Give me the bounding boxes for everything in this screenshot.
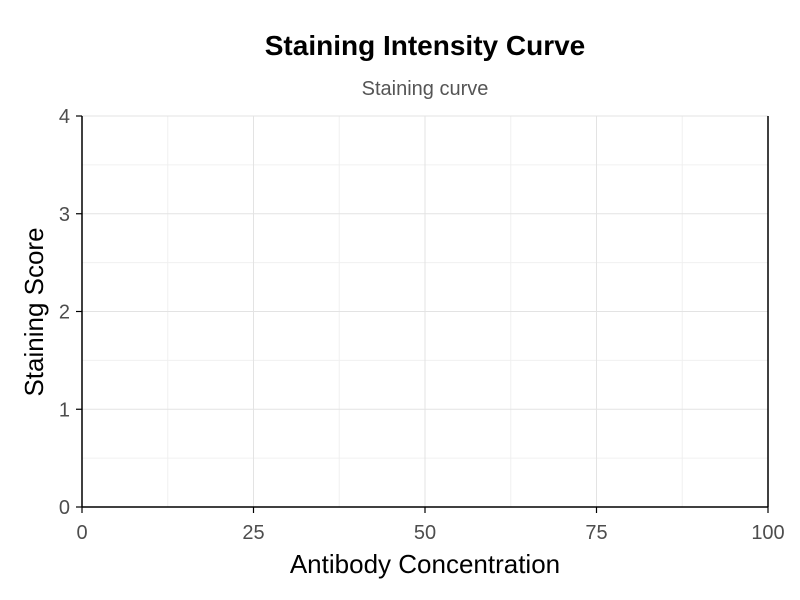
x-axis-title: Antibody Concentration [290,549,560,579]
tick-labels: 0 25 50 75 100 0 1 2 3 4 [59,106,785,544]
chart-title: Staining Intensity Curve [265,30,586,61]
x-tick-label: 100 [751,522,784,544]
x-tick-label: 0 [76,522,87,544]
grid [81,115,769,508]
y-tick-label: 3 [59,204,70,226]
y-axis-title: Staining Score [19,227,49,396]
y-tick-label: 1 [59,399,70,421]
y-tick-label: 0 [59,497,70,519]
y-tick-label: 4 [59,106,70,128]
axes [76,115,769,513]
x-tick-label: 25 [242,522,264,544]
x-tick-label: 50 [414,522,436,544]
y-tick-label: 2 [59,302,70,324]
chart-subtitle: Staining curve [362,78,489,100]
x-tick-label: 75 [585,522,607,544]
